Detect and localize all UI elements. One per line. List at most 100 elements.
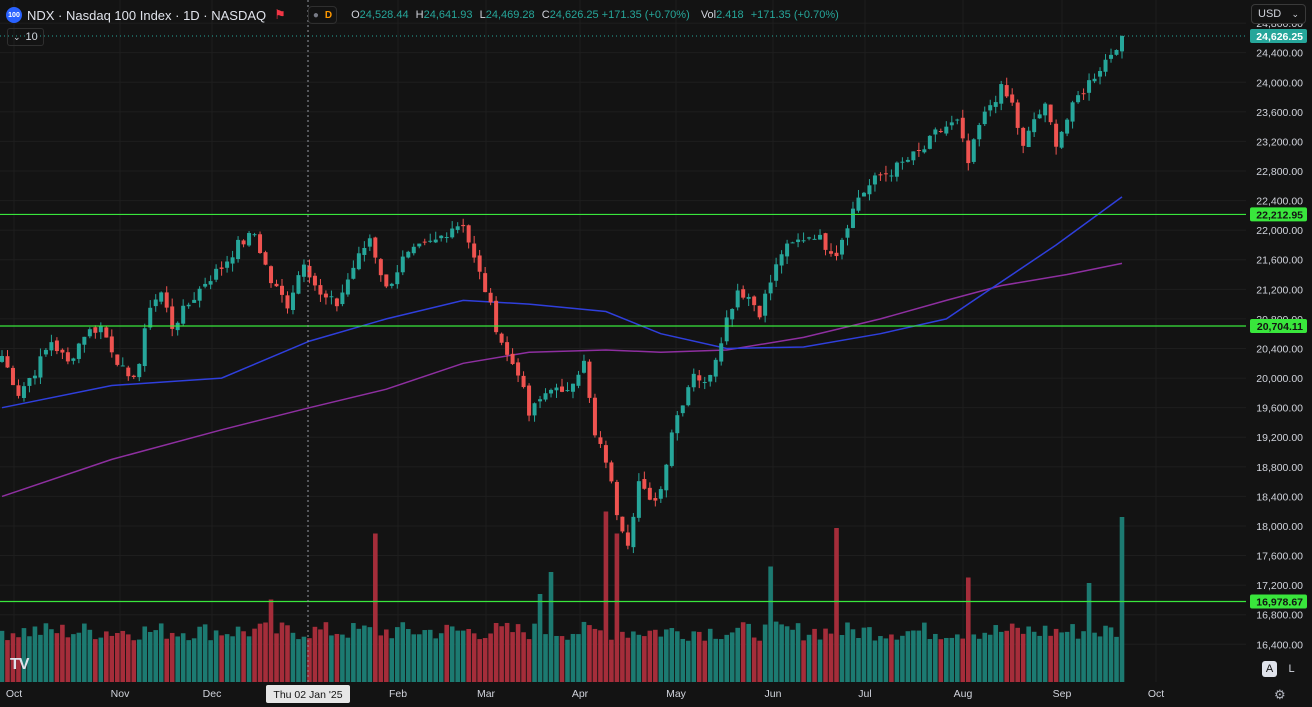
volume-bar — [169, 632, 175, 682]
volume-change: +171.35 (+0.70%) — [750, 9, 839, 21]
volume-bar — [27, 636, 32, 682]
candle-body — [345, 279, 350, 295]
volume-bar — [10, 633, 16, 682]
candle-body — [543, 393, 548, 400]
indicator-count: 10 — [25, 31, 38, 43]
level-price-tag: 20,704.11 — [1257, 321, 1303, 333]
volume-bar — [521, 632, 526, 682]
candle-body — [43, 349, 48, 355]
candle-body — [845, 228, 850, 238]
y-tick-label: 21,200.00 — [1256, 284, 1303, 296]
volume-bar — [268, 599, 274, 682]
volume-bar — [405, 629, 411, 682]
candle-body — [664, 464, 669, 491]
candle-body — [192, 299, 197, 303]
market-status-pill[interactable]: ● D — [307, 6, 338, 24]
volume-bar — [16, 637, 21, 682]
candle-body — [867, 185, 872, 195]
candle-body — [1015, 102, 1020, 128]
volume-bar — [147, 631, 153, 682]
volume-bar — [856, 637, 861, 682]
candle-body — [977, 125, 982, 140]
volume-bar — [142, 626, 148, 682]
volume-bar — [971, 634, 977, 682]
flag-icon[interactable]: ⚑ — [274, 7, 286, 22]
volume-bar — [32, 626, 38, 682]
candle-body — [5, 356, 10, 368]
volume-bar — [1081, 631, 1086, 682]
y-tick-label: 22,800.00 — [1256, 166, 1303, 178]
volume-bar — [5, 640, 10, 682]
volume-bar — [1064, 631, 1070, 682]
candle-body — [285, 295, 290, 309]
candle-body — [554, 387, 559, 391]
volume-bar — [664, 629, 669, 682]
y-tick-label: 19,200.00 — [1256, 432, 1303, 444]
candle-body — [466, 225, 471, 243]
candle-body — [801, 240, 806, 242]
chart-header: 100 NDX · Nasdaq 100 Index · 1D · NASDAQ… — [6, 4, 843, 26]
candle-body — [812, 238, 817, 240]
volume-bar — [872, 640, 878, 682]
candle-body — [505, 342, 510, 355]
x-tick-label: Oct — [1148, 688, 1164, 700]
volume-bar — [114, 633, 120, 682]
volume-bar — [828, 633, 834, 682]
volume-bar — [384, 629, 389, 682]
y-tick-label: 16,400.00 — [1256, 639, 1303, 651]
volume-bar — [933, 633, 938, 682]
candle-body — [208, 281, 213, 285]
volume-bar — [674, 631, 680, 682]
volume-bar — [1004, 630, 1010, 682]
volume-bar — [768, 566, 773, 682]
low-label: L — [479, 9, 486, 21]
volume-bar — [427, 629, 433, 682]
candle-body — [82, 336, 87, 345]
auto-scale-button[interactable]: A — [1262, 661, 1277, 677]
volume-bar — [285, 625, 290, 682]
candle-body — [675, 415, 680, 434]
candle-body — [1010, 94, 1015, 103]
candle-body — [137, 363, 142, 378]
volume-bar — [378, 635, 384, 682]
volume-bar — [444, 624, 450, 682]
volume-bar — [1103, 625, 1108, 682]
candle-body — [829, 251, 834, 254]
volume-bar — [125, 634, 131, 682]
candle-body — [752, 296, 757, 306]
nasdaq-logo-icon[interactable]: 100 — [6, 7, 22, 23]
tradingview-logo[interactable]: TV — [10, 656, 29, 673]
volume-value: 2.418 — [716, 9, 744, 21]
candle-body — [708, 374, 713, 382]
candle-body — [686, 387, 691, 406]
candle-body — [389, 283, 394, 286]
log-scale-button[interactable]: L — [1288, 663, 1295, 675]
volume-bar — [0, 630, 5, 682]
volume-bar — [54, 633, 60, 682]
candle-body — [367, 238, 372, 247]
close-value: 24,626.25 +171.35 (+0.70%) — [549, 9, 690, 21]
candle-body — [461, 224, 466, 227]
volume-bar — [526, 639, 532, 682]
candle-body — [971, 139, 976, 162]
candle-body — [378, 259, 383, 276]
candle-body — [834, 252, 839, 257]
symbol-title[interactable]: NDX · Nasdaq 100 Index · 1D · NASDAQ — [27, 7, 267, 23]
volume-bar — [290, 632, 296, 682]
volume-bar — [71, 634, 76, 682]
volume-bar — [905, 631, 911, 682]
candle-body — [274, 283, 279, 287]
candle-body — [373, 237, 378, 258]
candle-body — [76, 343, 81, 359]
y-tick-label: 19,600.00 — [1256, 403, 1303, 415]
y-tick-label: 23,600.00 — [1256, 107, 1303, 119]
volume-bar — [87, 629, 93, 682]
candle-body — [587, 361, 592, 398]
volume-bar — [186, 640, 191, 682]
indicator-toggle[interactable]: ⌄ 10 — [7, 28, 44, 46]
volume-bar — [219, 635, 224, 682]
gear-icon[interactable]: ⚙ — [1274, 687, 1286, 702]
currency-select[interactable]: USD ⌄ — [1251, 4, 1306, 24]
volume-bar — [570, 633, 576, 682]
